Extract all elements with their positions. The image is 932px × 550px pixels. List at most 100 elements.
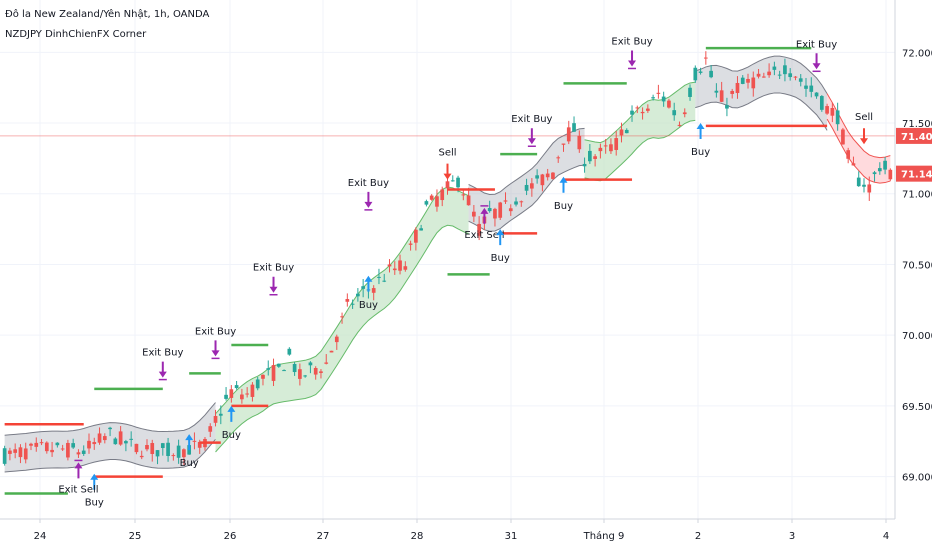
candle-body bbox=[498, 202, 503, 218]
candle-body bbox=[182, 449, 186, 458]
y-tick-label: 71.500 bbox=[902, 119, 932, 130]
candle-body bbox=[524, 184, 529, 191]
candle-body bbox=[76, 452, 81, 455]
exit-buy-arrow bbox=[269, 276, 278, 293]
band-lower bbox=[468, 164, 585, 232]
candle-body bbox=[282, 370, 286, 372]
x-tick-label: 2 bbox=[695, 531, 701, 542]
candle-body bbox=[804, 85, 808, 89]
candle-body bbox=[603, 145, 608, 147]
candle-body bbox=[2, 448, 7, 464]
candle-body bbox=[160, 443, 165, 448]
candle-body bbox=[113, 438, 118, 445]
signal-label-buy: Buy bbox=[85, 498, 104, 509]
candle-body bbox=[92, 442, 97, 445]
candle-body bbox=[883, 160, 887, 170]
candle-body bbox=[319, 371, 323, 373]
signal-label-exit-buy: Exit Buy bbox=[348, 178, 389, 189]
buy-arrow bbox=[496, 229, 505, 246]
candle-body bbox=[609, 144, 613, 152]
candle-body bbox=[250, 384, 255, 397]
candle-body bbox=[703, 57, 708, 59]
signal-label-exit-buy: Exit Buy bbox=[511, 114, 552, 125]
sell-arrow bbox=[860, 128, 869, 145]
candle-body bbox=[329, 350, 334, 353]
candle-body bbox=[841, 129, 845, 145]
exit-buy-arrow bbox=[812, 53, 821, 70]
candle-body bbox=[798, 78, 803, 82]
candle-body bbox=[208, 426, 213, 432]
candle-body bbox=[334, 336, 339, 343]
candle-body bbox=[155, 450, 160, 457]
candle-body bbox=[139, 455, 144, 458]
candle-body bbox=[651, 97, 655, 99]
exit-buy-arrow bbox=[527, 128, 536, 145]
candle-body bbox=[171, 455, 176, 457]
candle-body bbox=[740, 77, 745, 84]
band-zone bbox=[584, 82, 696, 181]
candle-body bbox=[29, 443, 33, 446]
candle-body bbox=[398, 260, 402, 271]
candle-body bbox=[271, 365, 276, 381]
signal-label-buy: Buy bbox=[222, 430, 241, 441]
candle-body bbox=[34, 442, 39, 447]
buy-arrow bbox=[185, 434, 194, 451]
candle-body bbox=[13, 449, 18, 453]
candle-body bbox=[819, 96, 824, 110]
candle-body bbox=[424, 201, 429, 205]
exit-buy-arrow bbox=[158, 361, 167, 378]
candle-body bbox=[888, 169, 893, 180]
signal-label-exit-buy: Exit Buy bbox=[195, 326, 236, 337]
band-upper bbox=[4, 402, 216, 436]
candle-body bbox=[582, 163, 587, 167]
candle-body bbox=[408, 243, 413, 245]
candle-body bbox=[361, 286, 365, 289]
candle-body bbox=[150, 443, 155, 454]
candle-body bbox=[735, 82, 740, 94]
buy-arrow bbox=[90, 473, 99, 490]
candle-body bbox=[313, 368, 318, 375]
candle-body bbox=[519, 201, 524, 203]
candle-body bbox=[134, 443, 139, 453]
candle-body bbox=[224, 394, 228, 399]
candle-body bbox=[862, 184, 866, 187]
candle-body bbox=[714, 90, 719, 93]
signal-label-sell: Sell bbox=[855, 112, 873, 123]
candle-body bbox=[846, 150, 851, 159]
candle-body bbox=[466, 195, 471, 206]
candle-body bbox=[851, 163, 856, 166]
candle-body bbox=[50, 449, 54, 453]
candle-body bbox=[577, 135, 582, 150]
candle-body bbox=[809, 85, 814, 92]
band-lower bbox=[695, 92, 828, 131]
candle-body bbox=[234, 385, 239, 389]
candle-body bbox=[709, 70, 713, 78]
candle-body bbox=[213, 416, 218, 423]
candle-body bbox=[867, 184, 872, 193]
candle-body bbox=[530, 183, 534, 189]
candle-body bbox=[461, 194, 466, 196]
candle-body bbox=[166, 442, 170, 457]
band-upper bbox=[584, 81, 696, 144]
candle-body bbox=[192, 440, 197, 442]
candle-body bbox=[619, 129, 624, 136]
candle-body bbox=[108, 427, 112, 430]
candle-body bbox=[66, 442, 70, 458]
candle-body bbox=[414, 229, 418, 243]
candle-body bbox=[245, 393, 250, 395]
candle-body bbox=[777, 74, 782, 76]
candle-body bbox=[783, 65, 787, 75]
band-lower bbox=[4, 438, 216, 473]
candle-body bbox=[561, 143, 566, 145]
signal-label-exit-sell: Exit Sell bbox=[464, 230, 504, 241]
candle-body bbox=[197, 441, 202, 448]
candle-body bbox=[97, 433, 102, 443]
candle-body bbox=[456, 177, 460, 188]
signal-label-exit-buy: Exit Buy bbox=[611, 36, 652, 47]
signal-label-buy: Buy bbox=[180, 458, 199, 469]
candle-body bbox=[624, 129, 629, 134]
candle-body bbox=[255, 379, 260, 389]
candle-body bbox=[535, 175, 539, 179]
